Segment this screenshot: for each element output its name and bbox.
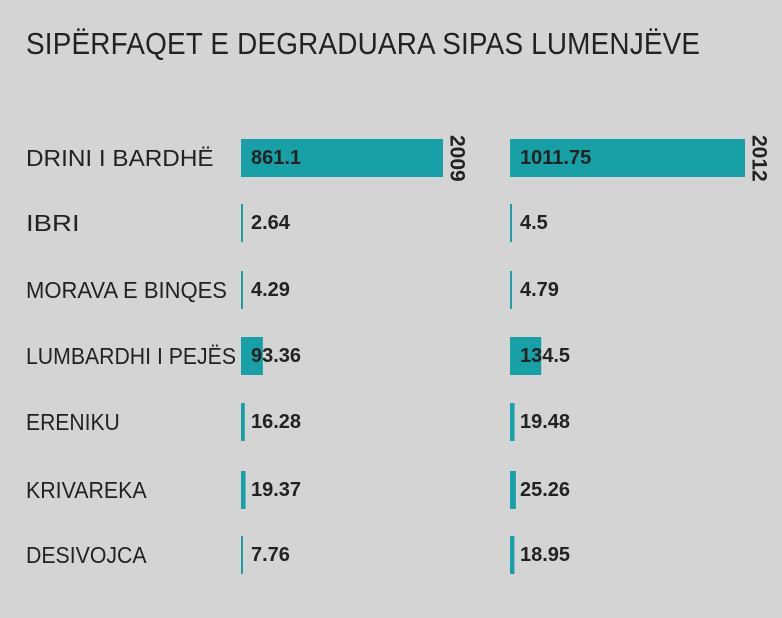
value-label: 4.29 xyxy=(251,279,290,301)
series-year-label: 2012 xyxy=(748,135,771,182)
category-label: DRINI I BARDHË xyxy=(26,145,214,171)
value-label: 4.79 xyxy=(520,279,559,301)
page-title: SIPËRFAQET E DEGRADUARA SIPAS LUMENJËVE xyxy=(26,26,701,61)
category-label: KRIVAREKA xyxy=(26,477,147,503)
value-label: 19.37 xyxy=(251,479,301,501)
bar xyxy=(241,204,243,242)
category-label: MORAVA E BINQES xyxy=(26,277,227,303)
bar xyxy=(510,403,515,441)
bar xyxy=(510,337,542,375)
value-label: 93.36 xyxy=(251,345,301,367)
bar xyxy=(241,471,246,509)
bar xyxy=(241,536,243,574)
category-label: DESIVOJCA xyxy=(26,542,147,568)
bar xyxy=(510,139,745,177)
value-label: 2.64 xyxy=(251,212,291,234)
category-label: LUMBARDHI I PEJËS xyxy=(26,343,236,369)
bar xyxy=(510,204,512,242)
category-label: IBRI xyxy=(26,210,80,236)
value-label: 19.48 xyxy=(520,411,570,433)
value-label: 861.1 xyxy=(251,147,301,169)
value-label: 18.95 xyxy=(520,544,570,566)
value-label: 7.76 xyxy=(251,544,290,566)
bar xyxy=(510,471,516,509)
value-label: 16.28 xyxy=(251,411,301,433)
bar xyxy=(510,271,512,309)
category-label: ERENIKU xyxy=(26,409,120,435)
bar xyxy=(241,403,245,441)
bar xyxy=(241,271,243,309)
value-label: 1011.75 xyxy=(520,147,591,169)
bar xyxy=(510,536,515,574)
value-label: 134.5 xyxy=(520,345,570,367)
value-label: 4.5 xyxy=(520,212,548,234)
bar xyxy=(241,337,263,375)
value-label: 25.26 xyxy=(520,479,570,501)
series-year-label: 2009 xyxy=(446,135,469,182)
bar xyxy=(241,139,443,177)
